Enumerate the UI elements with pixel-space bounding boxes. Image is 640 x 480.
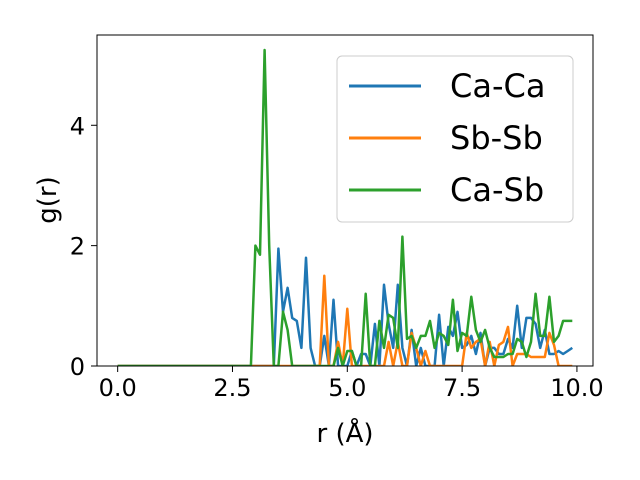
y-tick-label: 2 <box>70 233 85 261</box>
series-line-ca-ca <box>117 247 573 366</box>
plot-area <box>117 48 573 366</box>
plot-frame <box>96 34 594 367</box>
legend-label-ca-sb: Ca-Sb <box>450 171 544 209</box>
legend-label-sb-sb: Sb-Sb <box>450 119 543 157</box>
x-axis-ticks: 0.0 2.5 5.0 7.5 10.0 <box>99 366 604 402</box>
y-tick-label: 0 <box>70 353 85 381</box>
x-tick-label: 5.0 <box>328 374 366 402</box>
series-line-ca-sb <box>117 48 573 366</box>
y-axis-ticks: 0 2 4 <box>70 112 97 381</box>
x-tick-label: 7.5 <box>443 374 481 402</box>
y-tick-label: 4 <box>70 112 85 140</box>
x-axis-label: r (Å) <box>316 417 373 449</box>
series-line-sb-sb <box>117 274 573 366</box>
y-axis-label: g(r) <box>33 176 63 223</box>
x-tick-label: 2.5 <box>213 374 251 402</box>
x-tick-label: 0.0 <box>99 374 137 402</box>
legend-box <box>336 55 574 223</box>
legend-label-ca-ca: Ca-Ca <box>450 67 545 105</box>
x-tick-label: 10.0 <box>550 374 603 402</box>
series-layer <box>117 48 573 366</box>
legend: Ca-Ca Sb-Sb Ca-Sb <box>336 55 574 223</box>
